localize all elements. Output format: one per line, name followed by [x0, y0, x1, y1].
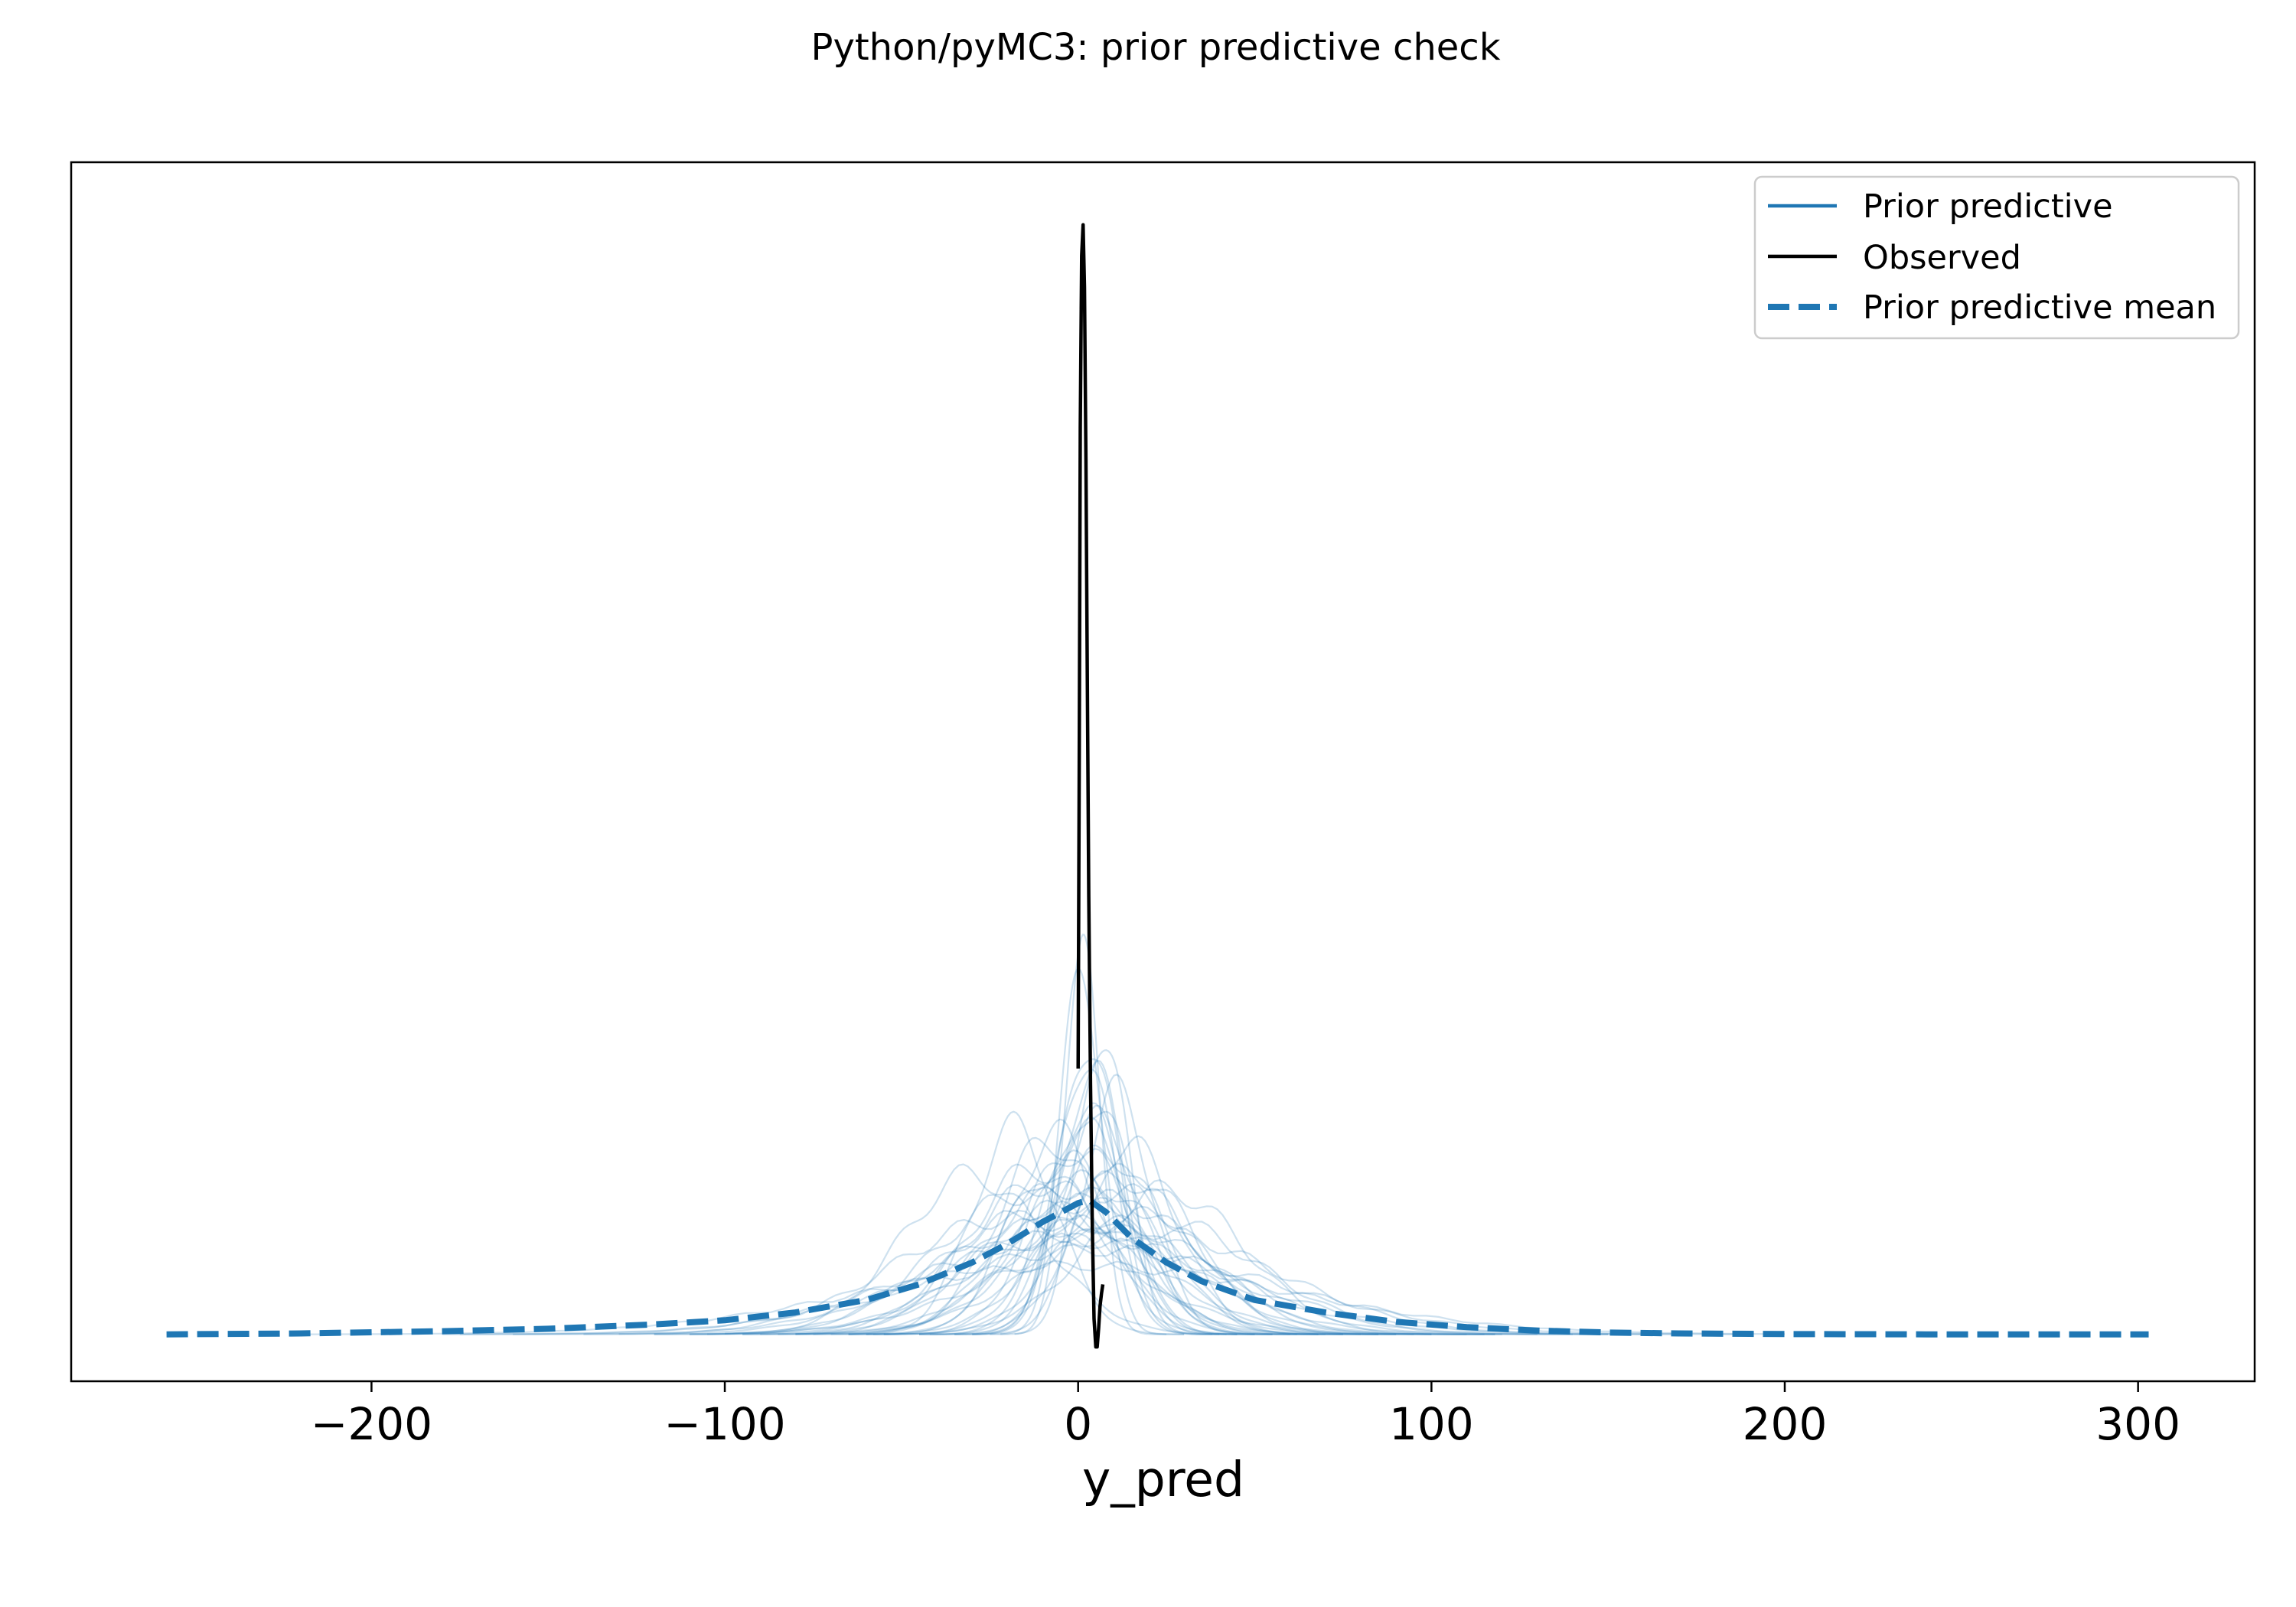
- x-tick-label: 100: [1389, 1398, 1474, 1450]
- prior-predictive-samples: [301, 934, 1786, 1335]
- prior-predictive-sample-line: [883, 1162, 1414, 1335]
- prior-predictive-sample-line: [1000, 967, 1185, 1335]
- prior-predictive-sample-line: [919, 1135, 1343, 1335]
- prior-predictive-sample-line: [972, 1058, 1220, 1335]
- x-axis-ticks: −200 −100 0 100 200 300: [311, 1381, 2180, 1450]
- prior-predictive-sample-line: [706, 1186, 1343, 1335]
- prior-predictive-sample-line: [848, 1148, 1319, 1335]
- prior-predictive-sample-line: [990, 1049, 1227, 1335]
- prior-predictive-sample-line: [919, 1102, 1273, 1335]
- prior-predictive-mean-group: [166, 1197, 2149, 1338]
- observed-group: [1076, 223, 1105, 1349]
- prior-predictive-sample-line: [919, 1104, 1319, 1335]
- prior-predictive-sample-line: [813, 1149, 1361, 1335]
- prior-predictive-sample-line: [689, 1196, 1485, 1335]
- prior-predictive-sample-line: [760, 1188, 1502, 1335]
- prior-predictive-sample-line: [872, 1116, 1297, 1335]
- prior-predictive-sample-line: [848, 1136, 1273, 1335]
- x-tick-label: 200: [1743, 1398, 1828, 1450]
- prior-predictive-sample-line: [848, 1110, 1185, 1335]
- x-tick-label: −100: [664, 1398, 785, 1450]
- prior-predictive-sample-line: [954, 1059, 1238, 1335]
- prior-predictive-sample-line: [954, 1073, 1290, 1335]
- observed-line: [1076, 223, 1105, 1349]
- prior-predictive-sample-line: [778, 1182, 1467, 1335]
- prior-predictive-sample-line: [795, 1205, 1609, 1335]
- prior-predictive-sample-line: [513, 1227, 1609, 1335]
- prior-predictive-sample-line: [583, 1214, 1538, 1335]
- prior-predictive-sample-line: [830, 1170, 1495, 1335]
- legend-prior-predictive-label: Prior predictive: [1863, 187, 2113, 226]
- prior-predictive-sample-line: [972, 1068, 1213, 1335]
- prior-predictive-sample-line: [742, 1180, 1379, 1335]
- chart-title: Python/pyMC3: prior predictive check: [811, 26, 1501, 69]
- axes-frame: [70, 161, 2256, 1383]
- prior-predictive-sample-line: [866, 1144, 1397, 1335]
- prior-predictive-mean-line: [166, 1197, 2149, 1338]
- prior-predictive-sample-line: [689, 1163, 1238, 1335]
- x-tick-label: 0: [1064, 1398, 1092, 1450]
- legend-box: [1753, 175, 2240, 340]
- prior-predictive-sample-line: [618, 1209, 1432, 1335]
- prior-predictive-sample-line: [654, 1214, 1573, 1335]
- prior-predictive-sample-line: [883, 1118, 1255, 1335]
- legend: Prior predictive Observed Prior predicti…: [1753, 175, 2240, 340]
- x-tick-label: −200: [311, 1398, 432, 1450]
- prior-predictive-sample-line: [742, 1182, 1379, 1335]
- legend-observed-label: Observed: [1863, 239, 2021, 277]
- prior-predictive-sample-line: [795, 1169, 1397, 1335]
- x-axis-label: y_pred: [1082, 1452, 1244, 1508]
- prior-predictive-sample-line: [654, 1200, 1432, 1335]
- prior-predictive-sample-line: [795, 1163, 1326, 1335]
- x-tick-label: 300: [2095, 1398, 2180, 1450]
- legend-prior-predictive-mean-label: Prior predictive mean: [1863, 288, 2216, 327]
- prior-predictive-sample-line: [866, 1179, 1495, 1335]
